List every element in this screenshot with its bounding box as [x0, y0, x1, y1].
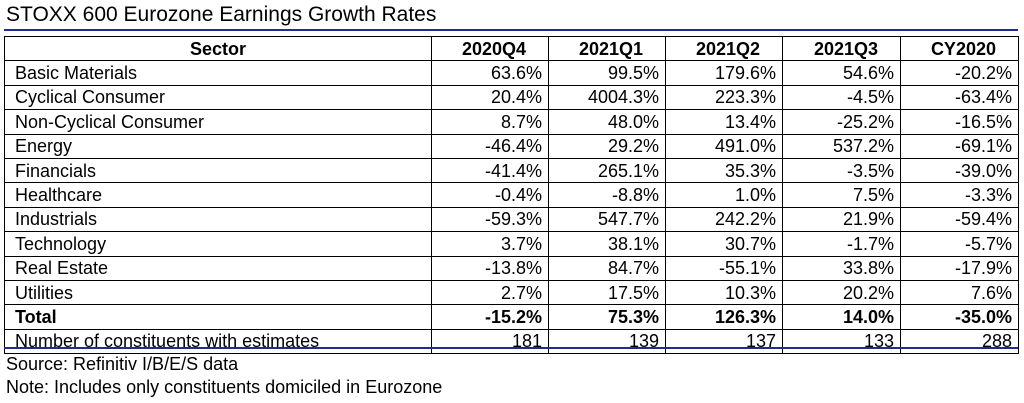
column-header-sector: Sector — [4, 35, 432, 62]
value-cell: 10.3% — [665, 279, 783, 306]
column-header-2020q4: 2020Q4 — [431, 35, 549, 62]
value-cell: -46.4% — [431, 133, 549, 159]
value-cell: 84.7% — [548, 255, 666, 281]
value-cell: 63.6% — [431, 60, 549, 86]
sector-name-cell: Utilities — [4, 279, 432, 306]
value-cell: 13.4% — [665, 109, 783, 135]
table-row: Cyclical Consumer 20.4% 4004.3% 223.3% -4.5%… — [4, 84, 1019, 111]
column-header-2021q1: 2021Q1 — [548, 35, 666, 62]
value-cell: -63.4% — [900, 84, 1019, 111]
value-cell: 35.3% — [665, 157, 783, 184]
value-cell: -13.8% — [431, 255, 549, 281]
table-row: Number of constituents with estimates 181… — [4, 328, 1019, 355]
footnote: Note: Includes only constituents domicil… — [6, 377, 443, 397]
sector-name-cell: Cyclical Consumer — [4, 84, 432, 111]
value-cell: 7.5% — [782, 182, 901, 208]
value-cell: 33.8% — [782, 255, 901, 281]
value-cell: -20.2% — [900, 60, 1019, 86]
table-row: Real Estate -13.8% 84.7% -55.1% 33.8% -17.9% — [4, 255, 1019, 281]
table-row: Basic Materials 63.6% 99.5% 179.6% 54.6% -20.… — [4, 60, 1019, 86]
table-row: Financials -41.4% 265.1% 35.3% -3.5% -39.0% — [4, 157, 1019, 184]
value-cell: 537.2% — [782, 133, 901, 159]
source-note: Source: Refinitiv I/B/E/S data — [6, 354, 239, 374]
sector-name-cell: Energy — [4, 133, 432, 159]
table-row: Technology 3.7% 38.1% 30.7% -1.7% -5.7% — [4, 231, 1019, 257]
value-cell: 99.5% — [548, 60, 666, 86]
sector-name-cell: Non-Cyclical Consumer — [4, 109, 432, 135]
column-header-cy2020: CY2020 — [900, 35, 1019, 62]
value-cell: 29.2% — [548, 133, 666, 159]
column-header-2021q2: 2021Q2 — [665, 35, 783, 62]
value-cell: 30.7% — [665, 231, 783, 257]
value-cell: -3.3% — [900, 182, 1019, 208]
value-cell: 139 — [548, 328, 666, 355]
header-row: Sector 2020Q4 2021Q1 2021Q2 2021Q3 CY202… — [4, 35, 1019, 62]
value-cell: -41.4% — [431, 157, 549, 184]
column-header-2021q3: 2021Q3 — [782, 35, 901, 62]
sector-name-cell: Basic Materials — [4, 60, 432, 86]
value-cell: 3.7% — [431, 231, 549, 257]
value-cell: 265.1% — [548, 157, 666, 184]
table-row: Healthcare -0.4% -8.8% 1.0% 7.5% -3.3% — [4, 182, 1019, 208]
value-cell: 547.7% — [548, 206, 666, 233]
value-cell: 181 — [431, 328, 549, 355]
value-cell: 133 — [782, 328, 901, 355]
value-cell: 223.3% — [665, 84, 783, 111]
value-cell: 21.9% — [782, 206, 901, 233]
table-row: Total -15.2% 75.3% 126.3% 14.0% -35.0% — [4, 304, 1019, 330]
earnings-growth-table: Sector 2020Q4 2021Q1 2021Q2 2021Q3 CY202… — [4, 35, 1019, 355]
table-row: Industrials -59.3% 547.7% 242.2% 21.9% -59.4% — [4, 206, 1019, 233]
value-cell: -1.7% — [782, 231, 901, 257]
value-cell: 20.4% — [431, 84, 549, 111]
value-cell: -35.0% — [900, 304, 1019, 330]
value-cell: 20.2% — [782, 279, 901, 306]
table-row: Utilities 2.7% 17.5% 10.3% 20.2% 7.6% — [4, 279, 1019, 306]
value-cell: 288 — [900, 328, 1019, 355]
value-cell: -0.4% — [431, 182, 549, 208]
sector-name-cell: Total — [4, 304, 432, 330]
table-title: STOXX 600 Eurozone Earnings Growth Rates — [6, 3, 437, 26]
table-body: Basic Materials 63.6% 99.5% 179.6% 54.6% -20.… — [4, 60, 1019, 355]
value-cell: 4004.3% — [548, 84, 666, 111]
value-cell: 7.6% — [900, 279, 1019, 306]
value-cell: 38.1% — [548, 231, 666, 257]
value-cell: 2.7% — [431, 279, 549, 306]
value-cell: -17.9% — [900, 255, 1019, 281]
value-cell: 126.3% — [665, 304, 783, 330]
sector-name-cell: Healthcare — [4, 182, 432, 208]
value-cell: 137 — [665, 328, 783, 355]
value-cell: -69.1% — [900, 133, 1019, 159]
value-cell: 179.6% — [665, 60, 783, 86]
value-cell: 17.5% — [548, 279, 666, 306]
value-cell: 8.7% — [431, 109, 549, 135]
table-row: Non-Cyclical Consumer 8.7% 48.0% 13.4% -25.2… — [4, 109, 1019, 135]
value-cell: -39.0% — [900, 157, 1019, 184]
sector-name-cell: Real Estate — [4, 255, 432, 281]
value-cell: 14.0% — [782, 304, 901, 330]
bottom-rule — [4, 347, 1018, 349]
sector-name-cell: Number of constituents with estimates — [4, 328, 432, 355]
value-cell: 242.2% — [665, 206, 783, 233]
value-cell: -8.8% — [548, 182, 666, 208]
top-rule — [4, 29, 1018, 31]
table-row: Energy -46.4% 29.2% 491.0% 537.2% -69.1% — [4, 133, 1019, 159]
sector-name-cell: Industrials — [4, 206, 432, 233]
value-cell: 75.3% — [548, 304, 666, 330]
value-cell: 54.6% — [782, 60, 901, 86]
sector-name-cell: Financials — [4, 157, 432, 184]
value-cell: -25.2% — [782, 109, 901, 135]
value-cell: -4.5% — [782, 84, 901, 111]
value-cell: -59.3% — [431, 206, 549, 233]
value-cell: -15.2% — [431, 304, 549, 330]
value-cell: 491.0% — [665, 133, 783, 159]
value-cell: -16.5% — [900, 109, 1019, 135]
value-cell: -55.1% — [665, 255, 783, 281]
value-cell: 1.0% — [665, 182, 783, 208]
value-cell: -3.5% — [782, 157, 901, 184]
sector-name-cell: Technology — [4, 231, 432, 257]
value-cell: -5.7% — [900, 231, 1019, 257]
value-cell: 48.0% — [548, 109, 666, 135]
value-cell: -59.4% — [900, 206, 1019, 233]
